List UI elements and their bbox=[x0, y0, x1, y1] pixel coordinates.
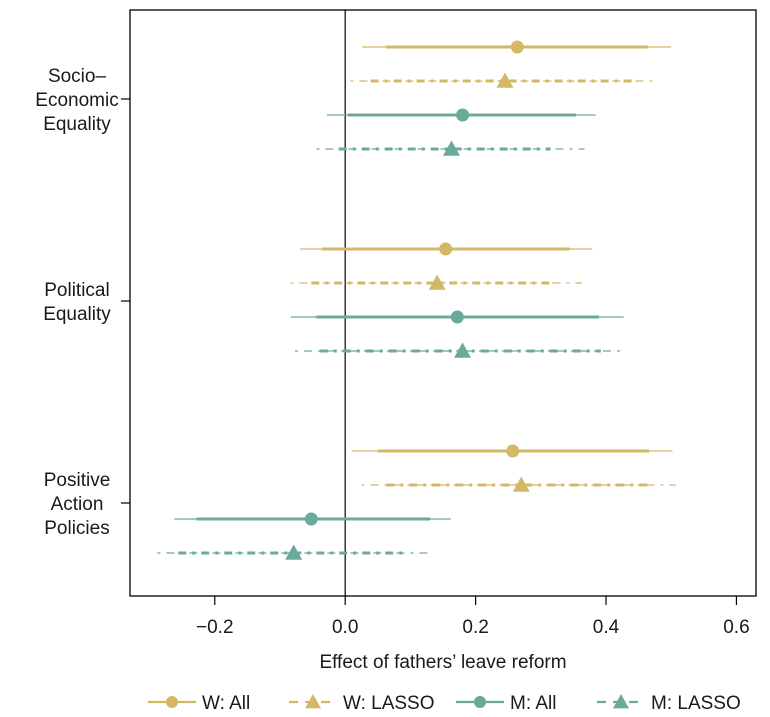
estimate-political-wlasso bbox=[290, 274, 582, 290]
point-estimate-triangle bbox=[442, 140, 460, 156]
estimate-positive-wall bbox=[351, 444, 673, 458]
category-label-positive: Positive bbox=[44, 470, 111, 491]
estimate-positive-mlasso bbox=[157, 544, 432, 560]
category-label-socio: Economic bbox=[35, 90, 118, 111]
category-label-political: Equality bbox=[43, 304, 111, 325]
point-estimate-circle bbox=[450, 310, 464, 324]
x-tick-label: 0.4 bbox=[593, 617, 620, 638]
estimate-socio-mall bbox=[326, 108, 596, 122]
estimate-socio-wlasso bbox=[350, 72, 659, 88]
x-tick-label: 0.2 bbox=[462, 617, 488, 638]
point-estimate-circle bbox=[474, 696, 486, 708]
legend: W: All W: LASSO M: All M: LASSO bbox=[148, 693, 741, 714]
estimate-socio-mlasso bbox=[316, 140, 585, 156]
x-tick-label: 0.6 bbox=[723, 617, 749, 638]
estimate-positive-mall bbox=[174, 512, 451, 526]
point-estimate-triangle bbox=[305, 694, 321, 709]
legend-label: M: All bbox=[510, 693, 556, 714]
point-estimate-triangle bbox=[428, 274, 446, 290]
y-axis-categories: Socio– Economic Equality Political Equality P… bbox=[35, 66, 130, 539]
point-estimate-circle bbox=[506, 444, 520, 458]
point-estimate-circle bbox=[439, 242, 453, 256]
estimate-political-wall bbox=[300, 242, 593, 256]
category-label-socio: Equality bbox=[43, 114, 111, 135]
legend-label: W: LASSO bbox=[343, 693, 435, 714]
legend-item-mlasso: M: LASSO bbox=[597, 693, 741, 714]
point-estimate-circle bbox=[456, 108, 470, 122]
estimate-positive-wlasso bbox=[361, 476, 676, 492]
point-estimate-triangle bbox=[496, 72, 514, 88]
point-estimate-circle bbox=[304, 512, 318, 526]
category-label-positive: Action bbox=[51, 494, 104, 515]
point-estimate-circle bbox=[510, 40, 524, 54]
x-tick-label: −0.2 bbox=[196, 617, 234, 638]
point-estimate-triangle bbox=[285, 544, 303, 560]
category-label-positive: Policies bbox=[44, 518, 109, 539]
estimate-political-mlasso bbox=[294, 342, 625, 358]
estimate-socio-wall bbox=[362, 40, 672, 54]
x-axis-title: Effect of fathers’ leave reform bbox=[319, 652, 566, 673]
x-tick-label: 0.0 bbox=[332, 617, 358, 638]
category-label-socio: Socio– bbox=[48, 66, 107, 87]
legend-label: W: All bbox=[202, 693, 250, 714]
legend-item-wlasso: W: LASSO bbox=[289, 693, 435, 714]
plot-area bbox=[129, 9, 757, 597]
point-estimate-triangle bbox=[613, 694, 629, 709]
plot-frame bbox=[129, 9, 757, 597]
legend-label: M: LASSO bbox=[651, 693, 741, 714]
legend-item-wall: W: All bbox=[148, 693, 250, 714]
legend-item-mall: M: All bbox=[456, 693, 556, 714]
plot-marks bbox=[157, 40, 676, 560]
category-label-political: Political bbox=[44, 280, 109, 301]
point-estimate-triangle bbox=[512, 476, 530, 492]
point-estimate-circle bbox=[166, 696, 178, 708]
x-axis: −0.2 0.0 0.2 0.4 0.6 bbox=[196, 596, 750, 638]
point-estimate-triangle bbox=[454, 342, 472, 358]
estimate-political-mall bbox=[291, 310, 624, 324]
